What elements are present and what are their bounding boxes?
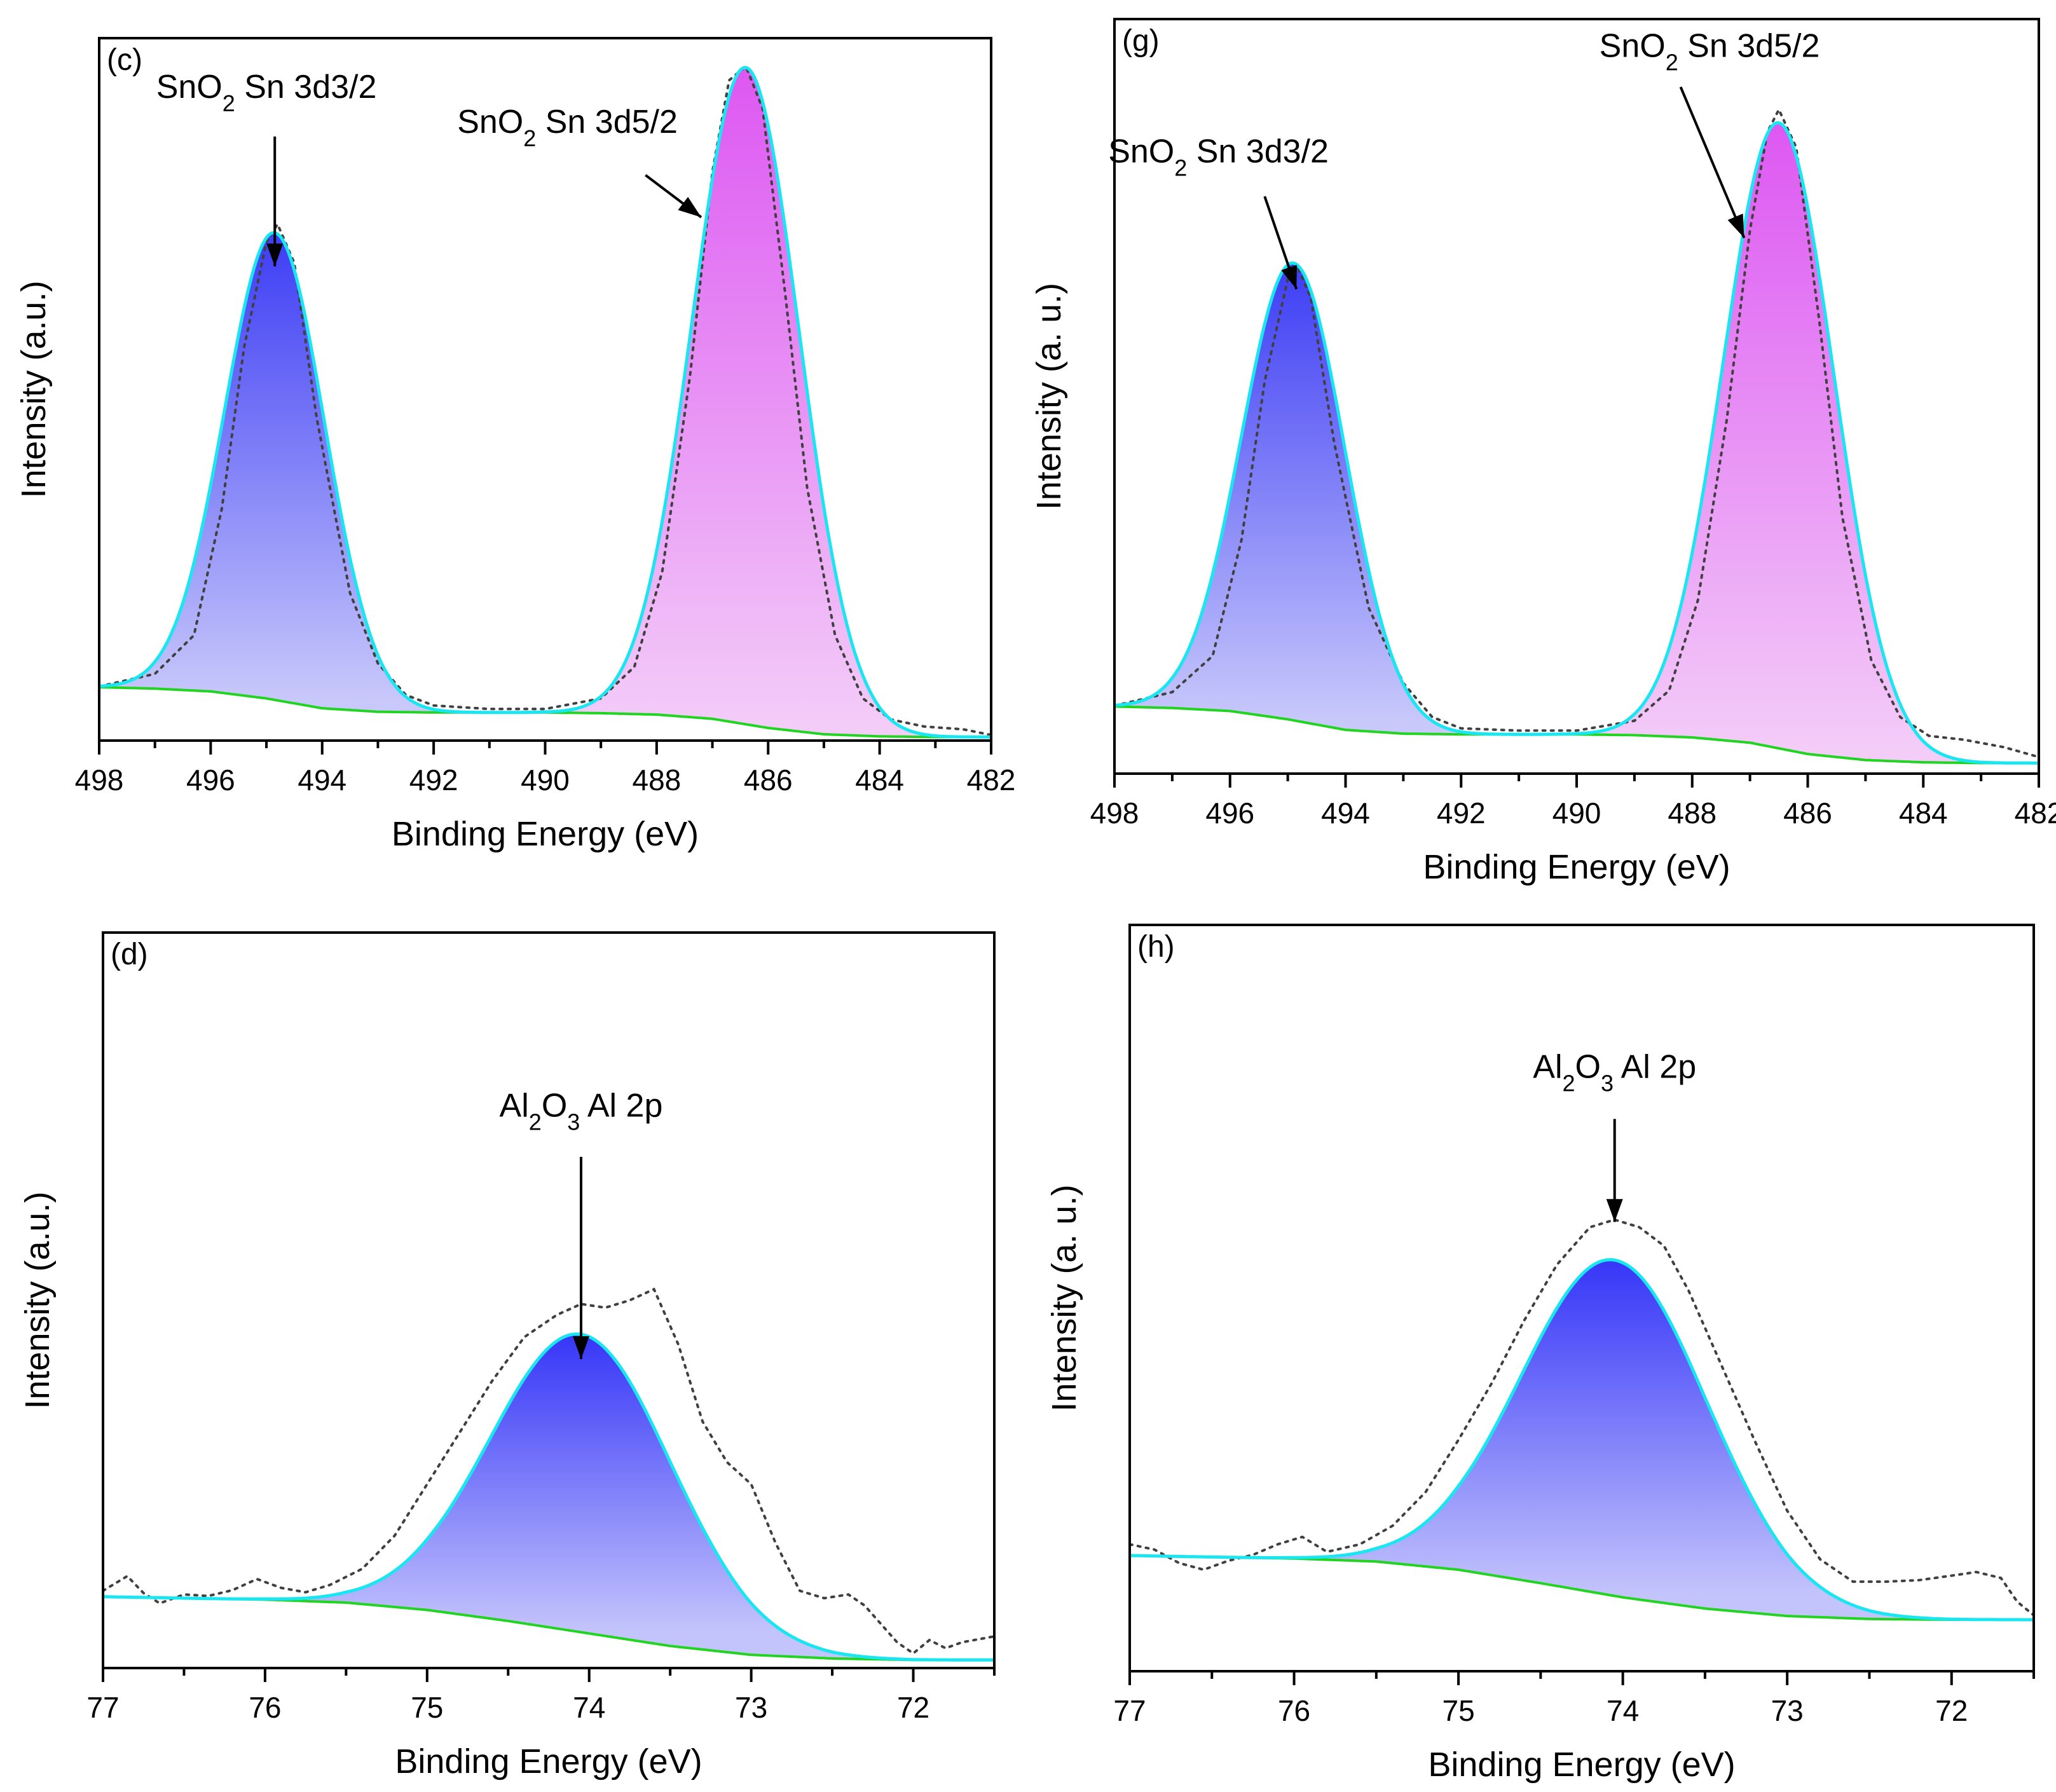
peak-label-c: SnO2 Sn 3d3/2 <box>156 69 377 116</box>
raw-data-d <box>103 1287 994 1655</box>
panel-label-g: (g) <box>1122 24 1160 58</box>
x-axis-title-g: Binding Energy (eV) <box>1423 848 1730 886</box>
plot-area-g <box>1114 106 2039 765</box>
peak-fill-g-1 <box>1114 123 2039 763</box>
envelope-c <box>99 65 991 739</box>
x-tick-label-c: 498 <box>75 763 124 797</box>
envelope-g <box>1114 121 2039 765</box>
x-tick-label-g: 490 <box>1552 797 1601 830</box>
peak-label-h: Al2O3 Al 2p <box>1533 1049 1696 1097</box>
x-tick-label-c: 492 <box>409 763 458 797</box>
envelope-d <box>103 1332 994 1662</box>
panel-h: 77 76 75 74 73 72 Binding Energy (eV) Intensity… <box>1045 924 2035 1784</box>
arrow-head-g <box>1727 214 1744 238</box>
peak-fill-h-0 <box>1130 1259 2034 1620</box>
panel-label-c: (c) <box>107 43 142 77</box>
x-tick-label-g: 494 <box>1321 797 1370 830</box>
arrow-head-g <box>1281 264 1297 289</box>
y-axis-title-g: Intensity (a. u.) <box>1030 283 1068 510</box>
x-tick-label-c: 488 <box>633 763 682 797</box>
peak-label-g: SnO2 Sn 3d3/2 <box>1108 133 1329 181</box>
x-axis-title-d: Binding Energy (eV) <box>395 1742 702 1781</box>
x-tick-label-g: 498 <box>1090 797 1139 830</box>
arrow-head-d <box>572 1336 589 1360</box>
x-tick-label-g: 484 <box>1899 797 1948 830</box>
x-axis-g: 498 496 494 492 490 488 486 484 482 <box>1090 774 2056 830</box>
y-axis-title-d: Intensity (a.u.) <box>18 1191 57 1409</box>
raw-data-g <box>1114 106 2039 758</box>
plot-area-h <box>1130 1218 2034 1622</box>
x-axis-h: 77 76 75 74 73 72 <box>1113 1671 2035 1727</box>
plot-area-d <box>103 1287 994 1662</box>
peak-fill-g-0 <box>1114 263 2039 763</box>
x-tick-label-h: 74 <box>1607 1694 1639 1727</box>
frame-d <box>102 931 996 1669</box>
x-tick-label-g: 492 <box>1437 797 1486 830</box>
y-axis-title-h: Intensity (a. u.) <box>1045 1184 1083 1411</box>
raw-data-h <box>1130 1218 2034 1617</box>
x-tick-label-d: 72 <box>897 1691 929 1724</box>
x-tick-label-g: 482 <box>2015 797 2056 830</box>
x-tick-label-c: 484 <box>855 763 904 797</box>
x-tick-label-h: 73 <box>1771 1694 1804 1727</box>
x-tick-label-h: 72 <box>1935 1694 1968 1727</box>
x-tick-label-h: 75 <box>1443 1694 1475 1727</box>
panel-d: 77 76 75 74 73 72 Binding Energy (eV) Intensity… <box>18 931 996 1781</box>
panel-label-h: (h) <box>1137 930 1175 964</box>
x-tick-label-g: 496 <box>1205 797 1254 830</box>
peak-fill-c-0 <box>99 233 991 737</box>
x-tick-label-c: 486 <box>744 763 793 797</box>
x-axis-d: 77 76 75 74 73 72 <box>86 1668 996 1724</box>
x-tick-label-c: 496 <box>186 763 235 797</box>
panel-c: 498 496 494 492 490 488 486 484 482 Binding Energ… <box>15 37 1016 853</box>
peak-label-d: Al2O3 Al 2p <box>500 1087 663 1135</box>
x-tick-label-h: 77 <box>1113 1694 1146 1727</box>
x-tick-label-d: 77 <box>86 1691 119 1724</box>
peak-fill-c-1 <box>99 67 991 737</box>
peak-label-c: SnO2 Sn 3d5/2 <box>457 104 678 151</box>
x-tick-label-d: 75 <box>411 1691 443 1724</box>
arrow-head-c <box>678 196 702 217</box>
peak-label-g: SnO2 Sn 3d5/2 <box>1600 27 1820 75</box>
arrow-head-h <box>1606 1199 1623 1222</box>
plot-area-c <box>99 64 991 739</box>
x-tick-label-d: 74 <box>573 1691 605 1724</box>
x-axis-c: 498 496 494 492 490 488 486 484 482 <box>75 741 1016 797</box>
x-tick-label-g: 486 <box>1783 797 1832 830</box>
x-tick-label-c: 482 <box>967 763 1016 797</box>
frame-h <box>1128 924 2035 1672</box>
x-tick-label-c: 494 <box>298 763 346 797</box>
x-tick-label-h: 76 <box>1278 1694 1310 1727</box>
x-axis-title-c: Binding Energy (eV) <box>392 815 699 853</box>
x-tick-label-d: 76 <box>249 1691 281 1724</box>
annotation-arrow-g <box>1679 86 1746 239</box>
panel-label-d: (d) <box>111 938 148 971</box>
x-tick-label-g: 488 <box>1668 797 1717 830</box>
panel-g: 498 496 494 492 490 488 486 484 482 Binding Energ… <box>1030 18 2056 886</box>
arrow-head-c <box>266 243 284 267</box>
peak-fill-d-0 <box>103 1334 994 1660</box>
x-tick-label-c: 490 <box>521 763 570 797</box>
y-axis-title-c: Intensity (a.u.) <box>15 280 53 498</box>
envelope-h <box>1130 1258 2034 1622</box>
x-axis-title-h: Binding Energy (eV) <box>1428 1746 1735 1784</box>
x-tick-label-d: 73 <box>735 1691 767 1724</box>
